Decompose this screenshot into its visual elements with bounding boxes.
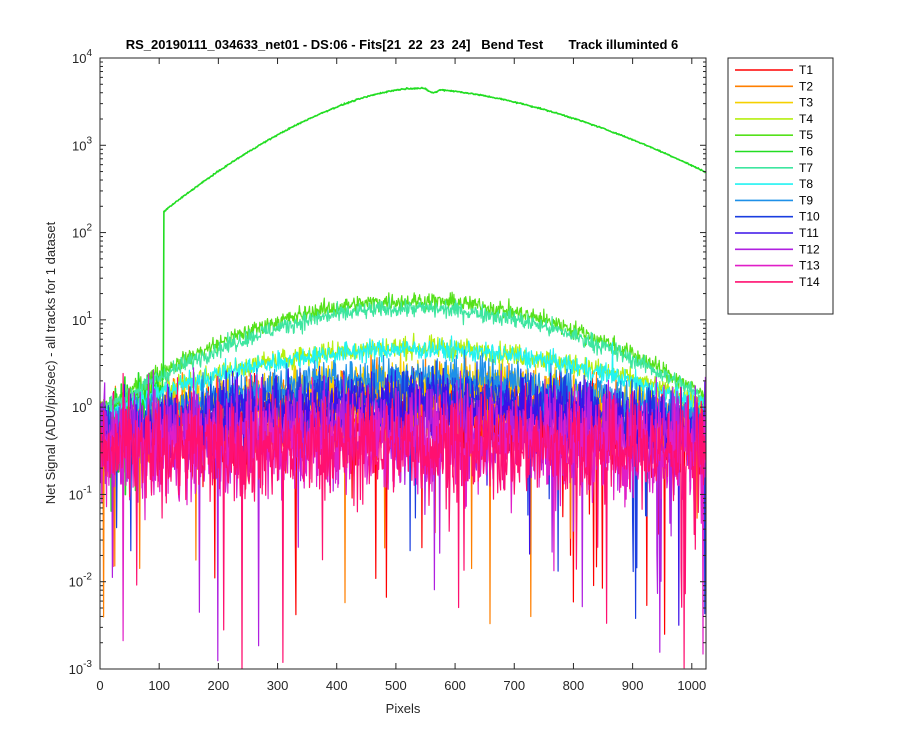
- y-tick-label: 10-2: [69, 572, 93, 590]
- series-line-t5: [100, 291, 706, 413]
- series-layer: [100, 86, 706, 669]
- x-tick-label: 300: [267, 678, 289, 693]
- y-tick-label: 10-1: [69, 484, 93, 502]
- legend-label-t1: T1: [799, 63, 813, 77]
- series-line-t7: [100, 297, 706, 415]
- y-axis: 10-3 10-2 10-1 100 101 102 103 104: [69, 48, 706, 677]
- y-axis-label: Net Signal (ADU/pix/sec) - all tracks fo…: [43, 221, 58, 504]
- legend-label-t11: T11: [799, 226, 819, 240]
- legend-box: [727, 57, 834, 315]
- x-axis: 0 100 200 300 400 500 600 700 800 900 1000: [96, 58, 706, 693]
- x-tick-label: 500: [385, 678, 407, 693]
- y-tick-label: 101: [72, 310, 92, 328]
- x-tick-label: 1000: [677, 678, 706, 693]
- legend-label-t6: T6: [799, 145, 813, 159]
- legend-label-t7: T7: [799, 161, 813, 175]
- y-tick-label: 104: [72, 48, 92, 66]
- series-line-t14: [100, 372, 706, 669]
- series-line-t6: [100, 86, 706, 512]
- x-tick-label: 900: [622, 678, 644, 693]
- legend-label-t13: T13: [799, 259, 820, 273]
- legend-label-t4: T4: [799, 112, 813, 126]
- legend-label-t10: T10: [799, 210, 820, 224]
- x-tick-label: 800: [563, 678, 585, 693]
- chart-title: RS_20190111_034633_net01 - DS:06 - Fits[…: [126, 37, 679, 52]
- y-tick-label: 102: [72, 223, 92, 241]
- legend-label-t12: T12: [799, 242, 820, 256]
- plot-frame: [99, 57, 707, 670]
- legend-label-t2: T2: [799, 79, 813, 93]
- legend-label-t14: T14: [799, 275, 820, 289]
- legend-label-t3: T3: [799, 96, 813, 110]
- x-tick-label: 700: [503, 678, 525, 693]
- y-tick-label: 103: [72, 135, 92, 153]
- y-tick-label: 100: [72, 397, 92, 415]
- x-axis-label: Pixels: [386, 701, 421, 716]
- legend: T1 T2 T3 T4 T5 T6 T7 T8 T9 T10 T11 T12 T13 T14: [727, 57, 834, 315]
- x-tick-label: 200: [208, 678, 230, 693]
- x-tick-label: 400: [326, 678, 348, 693]
- y-tick-label: 10-3: [69, 659, 93, 677]
- legend-label-t5: T5: [799, 128, 813, 142]
- x-tick-label: 600: [444, 678, 466, 693]
- x-tick-label: 100: [148, 678, 170, 693]
- legend-label-t8: T8: [799, 177, 813, 191]
- plot-area: [99, 57, 707, 670]
- legend-label-t9: T9: [799, 193, 813, 207]
- x-tick-label: 0: [96, 678, 103, 693]
